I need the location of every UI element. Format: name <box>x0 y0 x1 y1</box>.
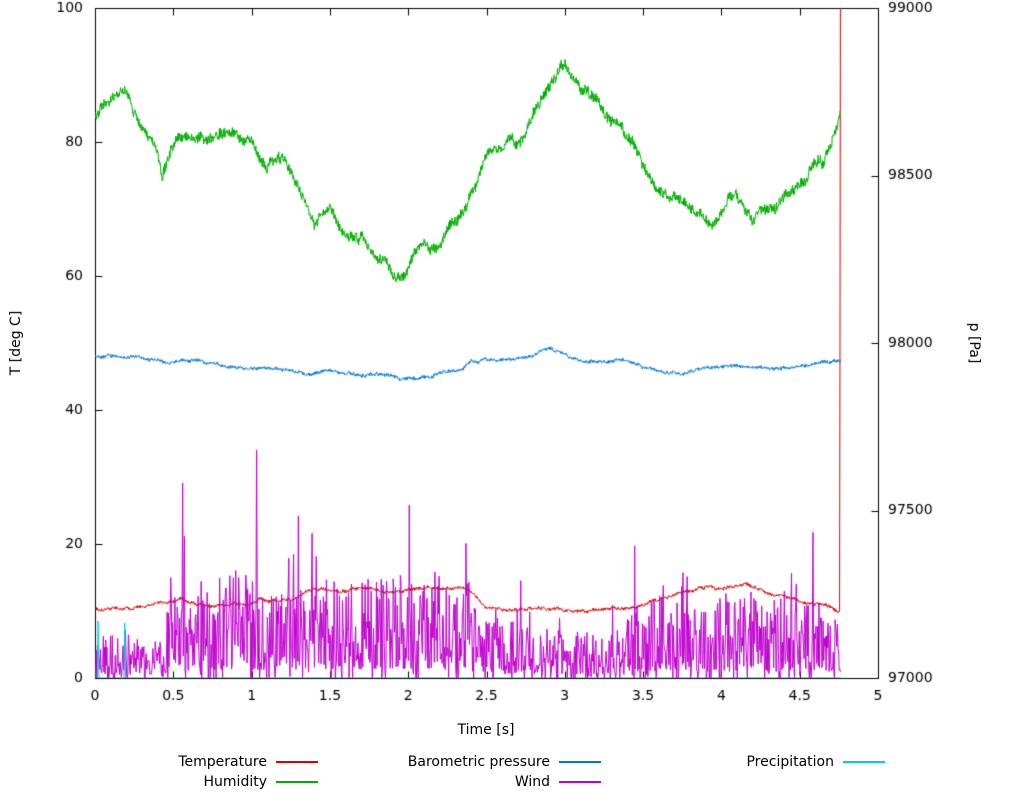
y-axis-label-right: p [Pa] <box>966 322 982 364</box>
legend-column: Temperature Humidity <box>50 752 318 792</box>
legend-item-barometric-pressure: Barometric pressure <box>318 752 601 772</box>
x-axis-label: Time [s] <box>457 722 515 738</box>
legend-line-sample-humidity <box>276 781 318 783</box>
legend-column: Barometric pressure Wind <box>318 752 601 792</box>
legend-item-temperature: Temperature <box>50 752 318 772</box>
legend-line-sample-precipitation <box>843 761 885 763</box>
legend-label-temperature: Temperature <box>178 754 267 770</box>
legend-label-wind: Wind <box>514 774 550 790</box>
legend-label-barometric-pressure: Barometric pressure <box>407 754 550 770</box>
legend-item-wind: Wind <box>318 772 601 792</box>
y-axis-label-left: T [deg C] <box>8 310 24 376</box>
legend-line-sample-barometric-pressure <box>559 761 601 763</box>
legend-column: Precipitation <box>601 752 885 772</box>
legend-item-precipitation: Precipitation <box>601 752 885 772</box>
legend-label-humidity: Humidity <box>203 774 267 790</box>
legend-label-precipitation: Precipitation <box>746 754 834 770</box>
legend-line-sample-temperature <box>276 761 318 763</box>
legend-line-sample-wind <box>559 781 601 783</box>
legend: Temperature Humidity Barometric pressure Wi… <box>50 752 885 792</box>
legend-item-humidity: Humidity <box>50 772 318 792</box>
